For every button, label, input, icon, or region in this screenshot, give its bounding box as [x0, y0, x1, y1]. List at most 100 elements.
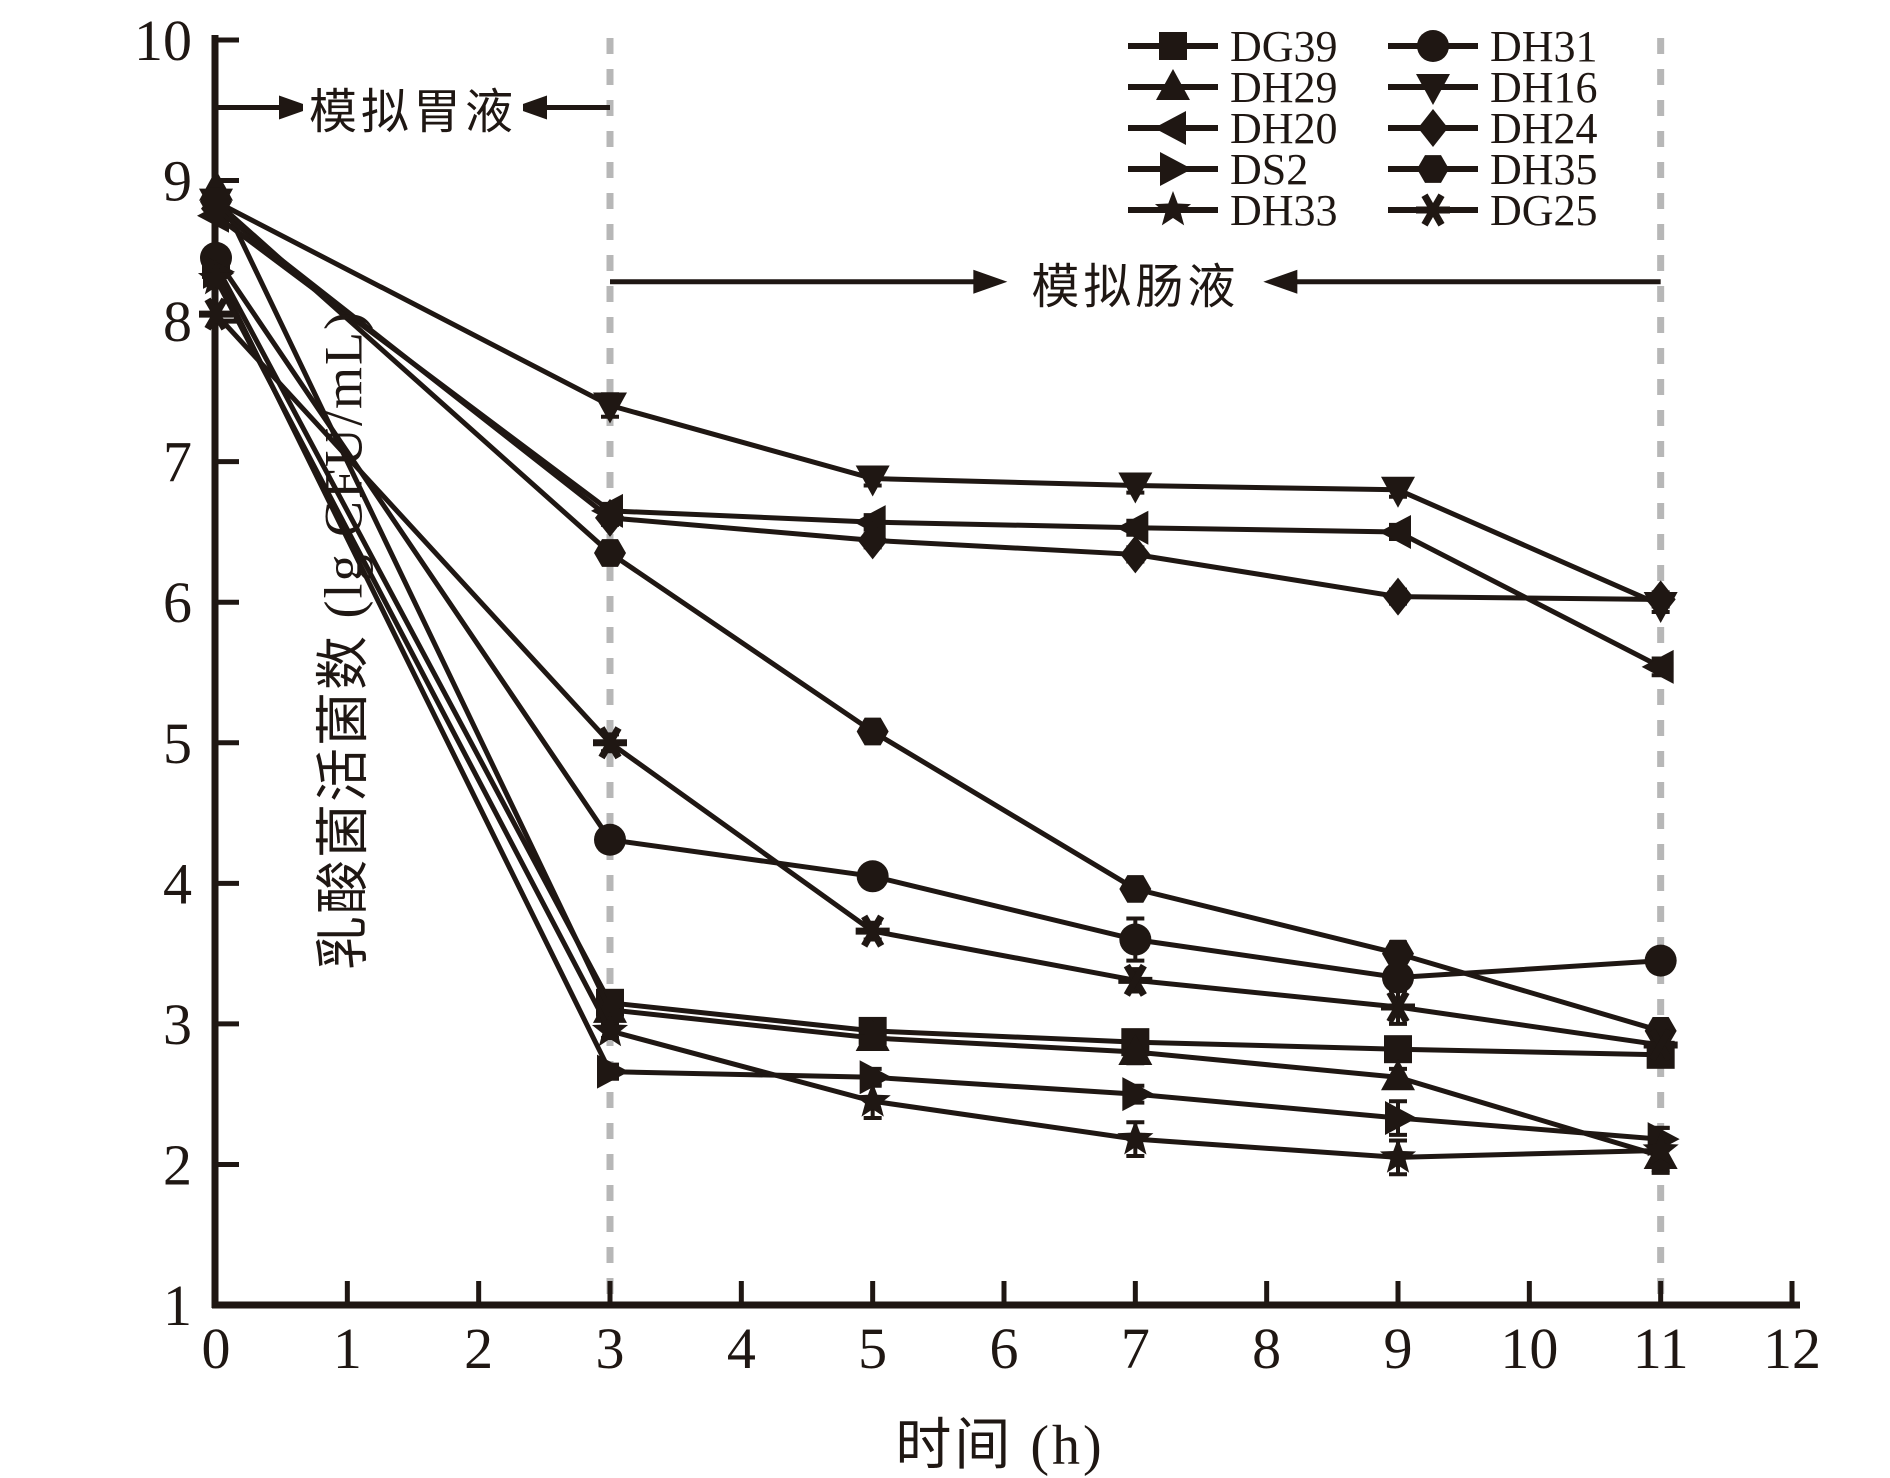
series-DH29-line	[213, 186, 1662, 1159]
series-DH29-marker-t7	[1118, 1034, 1153, 1065]
series-DH16-marker-t3	[593, 392, 627, 424]
legend-item-DH16: DH16	[1388, 63, 1598, 112]
series-DG25-marker-t11	[1643, 1028, 1678, 1062]
legend-label-DH20: DH20	[1230, 104, 1338, 153]
series-DH24-line	[214, 206, 1661, 602]
series-DH20-line	[214, 213, 1662, 670]
y-tick-label-5: 5	[163, 711, 192, 776]
legend-label-DS2: DS2	[1230, 145, 1308, 194]
legend-label-DH24: DH24	[1490, 104, 1598, 153]
x-tick-label-8: 8	[1252, 1316, 1281, 1381]
series-DH31-marker-t3	[594, 823, 626, 856]
y-tick-label-2: 2	[163, 1132, 192, 1197]
series-DH35	[200, 187, 1677, 1045]
series-DH33-marker-t5	[854, 1082, 891, 1117]
x-tick-label-5: 5	[858, 1316, 887, 1381]
y-tick-label-7: 7	[163, 430, 192, 495]
series-DH16-marker-t7	[1118, 472, 1153, 504]
series-DH33	[197, 259, 1679, 1173]
legend-label-DH29: DH29	[1230, 63, 1338, 112]
legend-item-DH29: DH29	[1128, 63, 1338, 112]
annotation-gastric-fluid: 模拟胃液	[302, 72, 524, 143]
legend-item-DH20: DH20	[1128, 104, 1338, 153]
legend-item-DS2: DS2	[1128, 145, 1308, 194]
legend-item-DH35: DH35	[1388, 145, 1598, 194]
x-tick-label-0: 0	[202, 1316, 231, 1381]
series-DS2-marker-t7	[1122, 1077, 1155, 1112]
legend-label-DG25: DG25	[1490, 186, 1598, 235]
arrow-right-icon	[279, 95, 313, 120]
series-DH33-marker-t11	[1642, 1131, 1679, 1166]
legend-marker-triangle-up-icon	[1156, 69, 1190, 100]
y-tick-label-8: 8	[163, 289, 192, 354]
x-tick-label-1: 1	[333, 1316, 362, 1381]
legend-marker-star-icon	[1154, 191, 1192, 226]
series-DH31-line	[213, 256, 1661, 981]
legend-marker-triangle-down-icon	[1416, 74, 1450, 105]
x-tick-label-7: 7	[1121, 1316, 1150, 1381]
x-tick-label-11: 11	[1633, 1316, 1689, 1381]
series-DG25-marker-t3	[593, 726, 627, 760]
series-DH33-marker-t9	[1379, 1138, 1417, 1173]
series-DH31	[200, 241, 1677, 994]
series-DH24-marker-t7	[1120, 535, 1151, 574]
series-DG25-marker-t5	[855, 914, 890, 948]
legend-item-DG25: DG25	[1388, 186, 1598, 235]
series-DG25-marker-t7	[1118, 963, 1153, 997]
series-DH24	[201, 189, 1676, 619]
arrow-left-icon	[513, 95, 547, 120]
legend-marker-diamond-icon	[1418, 109, 1448, 147]
series-DH24-marker-t11	[1645, 580, 1676, 619]
legend-label-DH35: DH35	[1490, 145, 1598, 194]
x-tick-label-6: 6	[990, 1316, 1019, 1381]
series-DH35-marker-t5	[856, 717, 889, 746]
series-DH16-marker-t5	[855, 465, 890, 497]
legend-marker-triangle-right-icon	[1160, 152, 1192, 186]
legend-label-DH31: DH31	[1490, 22, 1598, 71]
legend-label-DH16: DH16	[1490, 63, 1598, 112]
series-DH33-marker-t0	[197, 259, 235, 295]
legend-marker-triangle-left-icon	[1154, 111, 1186, 145]
legend: DG39 DH31 DH29 DH16 DH20 DH24 DS2 DH35 DH33 DG25	[1128, 22, 1598, 235]
series-DH31-marker-t5	[856, 860, 889, 893]
series-DG39-line	[213, 263, 1661, 1058]
annotation-arrows	[216, 95, 1661, 294]
series-DH20-marker-t7	[1116, 510, 1149, 545]
series-DH16-line	[214, 199, 1662, 608]
series-DG25-marker-t0	[199, 297, 233, 331]
y-tick-label-9: 9	[163, 149, 192, 214]
arrow-left-icon	[1263, 269, 1298, 294]
x-tick-label-2: 2	[464, 1316, 493, 1381]
series-DH35-line	[214, 199, 1662, 1034]
legend-item-DG39: DG39	[1128, 22, 1338, 71]
legend-marker-circle-icon	[1417, 30, 1449, 62]
series-DH35-marker-t0	[200, 187, 232, 216]
legend-marker-hexagon-icon	[1417, 155, 1449, 183]
y-tick-label-6: 6	[163, 570, 192, 635]
legend-item-DH31: DH31	[1388, 22, 1598, 71]
series-DS2-marker-t5	[859, 1060, 892, 1095]
series-DG25-marker-t9	[1381, 990, 1415, 1024]
series-DH24-marker-t3	[595, 498, 625, 537]
series-DS2-line	[213, 270, 1661, 1142]
y-axis-title: 乳酸菌活菌数 (lg CFU/mL)	[313, 309, 374, 971]
series-DH35-marker-t7	[1119, 875, 1152, 903]
series-DH31-marker-t9	[1382, 961, 1414, 994]
legend-marker-square-icon	[1159, 32, 1187, 60]
y-tick-label-1: 1	[163, 1273, 192, 1338]
series-DH24-marker-t5	[857, 521, 888, 560]
series-DH16-marker-t9	[1381, 476, 1415, 508]
series-DH31-marker-t7	[1119, 923, 1152, 956]
legend-label-DG39: DG39	[1230, 22, 1338, 71]
legend-label-DH33: DH33	[1230, 186, 1338, 235]
x-tick-label-10: 10	[1500, 1316, 1558, 1381]
legend-marker-asterisk-icon	[1416, 193, 1450, 227]
series-DH33-marker-t3	[591, 1011, 629, 1047]
series-DS2-marker-t3	[597, 1054, 629, 1089]
x-tick-label-12: 12	[1763, 1316, 1821, 1381]
series-DG39-marker-t9	[1384, 1035, 1412, 1064]
series-DH35-marker-t3	[594, 539, 626, 567]
series-DH33-line	[213, 277, 1661, 1160]
